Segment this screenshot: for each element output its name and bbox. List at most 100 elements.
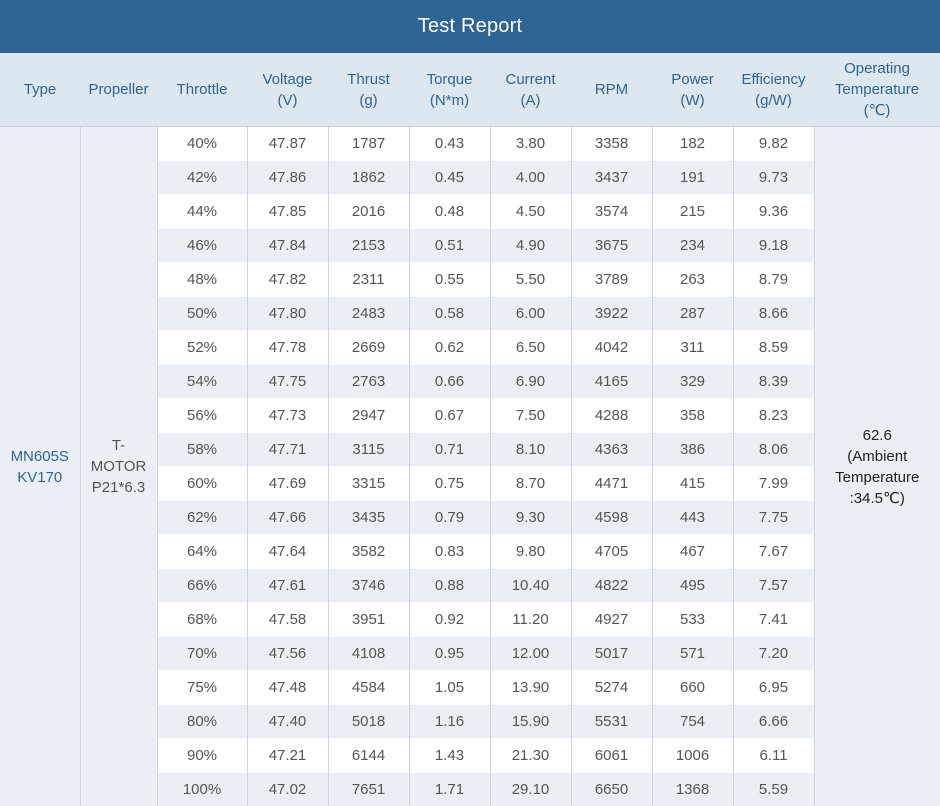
header-power-label: Power xyxy=(654,69,731,90)
efficiency-cell: 6.11 xyxy=(733,739,814,773)
power-cell: 191 xyxy=(652,161,733,195)
rpm-cell: 4598 xyxy=(571,501,652,535)
rpm-cell: 5531 xyxy=(571,705,652,739)
header-throttle: Throttle xyxy=(157,53,247,127)
current-cell: 12.00 xyxy=(490,637,571,671)
header-op-temp-unit: (℃) xyxy=(816,100,938,121)
efficiency-cell: 8.66 xyxy=(733,297,814,331)
rpm-cell: 3574 xyxy=(571,195,652,229)
power-cell: 234 xyxy=(652,229,733,263)
propeller-value-line: T- xyxy=(81,435,157,456)
current-cell: 6.00 xyxy=(490,297,571,331)
torque-cell: 0.95 xyxy=(409,637,490,671)
torque-cell: 0.43 xyxy=(409,127,490,161)
efficiency-cell: 7.75 xyxy=(733,501,814,535)
rpm-cell: 3922 xyxy=(571,297,652,331)
rpm-cell: 5017 xyxy=(571,637,652,671)
current-cell: 10.40 xyxy=(490,569,571,603)
header-type: Type xyxy=(0,53,80,127)
efficiency-cell: 9.82 xyxy=(733,127,814,161)
temperature-value-line: :34.5℃) xyxy=(815,488,940,509)
power-cell: 1006 xyxy=(652,739,733,773)
efficiency-cell: 9.73 xyxy=(733,161,814,195)
voltage-cell: 47.80 xyxy=(247,297,328,331)
rpm-cell: 4705 xyxy=(571,535,652,569)
propeller-value-line: MOTOR xyxy=(81,456,157,477)
current-cell: 6.50 xyxy=(490,331,571,365)
rpm-cell: 5274 xyxy=(571,671,652,705)
rpm-cell: 4042 xyxy=(571,331,652,365)
header-thrust-label: Thrust xyxy=(330,69,407,90)
thrust-cell: 2311 xyxy=(328,263,409,297)
rpm-cell: 3437 xyxy=(571,161,652,195)
current-cell: 4.50 xyxy=(490,195,571,229)
throttle-cell: 62% xyxy=(157,501,247,535)
thrust-cell: 5018 xyxy=(328,705,409,739)
header-efficiency-label: Efficiency xyxy=(735,69,812,90)
header-thrust-unit: (g) xyxy=(330,90,407,111)
torque-cell: 0.48 xyxy=(409,195,490,229)
header-op-temp-line1: Operating xyxy=(816,58,938,79)
header-voltage-label: Voltage xyxy=(249,69,326,90)
torque-cell: 0.92 xyxy=(409,603,490,637)
thrust-cell: 4584 xyxy=(328,671,409,705)
voltage-cell: 47.73 xyxy=(247,399,328,433)
throttle-cell: 60% xyxy=(157,467,247,501)
throttle-cell: 75% xyxy=(157,671,247,705)
throttle-cell: 58% xyxy=(157,433,247,467)
header-power: Power (W) xyxy=(652,53,733,127)
rpm-cell: 6650 xyxy=(571,773,652,806)
torque-cell: 1.71 xyxy=(409,773,490,806)
voltage-cell: 47.61 xyxy=(247,569,328,603)
torque-cell: 0.51 xyxy=(409,229,490,263)
header-efficiency: Efficiency (g/W) xyxy=(733,53,814,127)
voltage-cell: 47.75 xyxy=(247,365,328,399)
thrust-cell: 4108 xyxy=(328,637,409,671)
voltage-cell: 47.85 xyxy=(247,195,328,229)
torque-cell: 0.67 xyxy=(409,399,490,433)
thrust-cell: 1862 xyxy=(328,161,409,195)
voltage-cell: 47.86 xyxy=(247,161,328,195)
torque-cell: 1.05 xyxy=(409,671,490,705)
power-cell: 660 xyxy=(652,671,733,705)
header-efficiency-unit: (g/W) xyxy=(735,90,812,111)
power-cell: 1368 xyxy=(652,773,733,806)
current-cell: 13.90 xyxy=(490,671,571,705)
efficiency-cell: 5.59 xyxy=(733,773,814,806)
throttle-cell: 50% xyxy=(157,297,247,331)
header-operating-temperature: Operating Temperature (℃) xyxy=(814,53,940,127)
thrust-cell: 3746 xyxy=(328,569,409,603)
throttle-cell: 100% xyxy=(157,773,247,806)
throttle-cell: 52% xyxy=(157,331,247,365)
temperature-value-line: (Ambient xyxy=(815,446,940,467)
throttle-cell: 90% xyxy=(157,739,247,773)
torque-cell: 0.71 xyxy=(409,433,490,467)
throttle-cell: 64% xyxy=(157,535,247,569)
voltage-cell: 47.82 xyxy=(247,263,328,297)
power-cell: 443 xyxy=(652,501,733,535)
thrust-cell: 2153 xyxy=(328,229,409,263)
current-cell: 5.50 xyxy=(490,263,571,297)
efficiency-cell: 9.36 xyxy=(733,195,814,229)
header-rpm: RPM xyxy=(571,53,652,127)
current-cell: 9.30 xyxy=(490,501,571,535)
torque-cell: 0.79 xyxy=(409,501,490,535)
torque-cell: 0.75 xyxy=(409,467,490,501)
torque-cell: 0.66 xyxy=(409,365,490,399)
propeller-value-line: P21*6.3 xyxy=(81,477,157,498)
efficiency-cell: 8.06 xyxy=(733,433,814,467)
throttle-cell: 42% xyxy=(157,161,247,195)
throttle-cell: 56% xyxy=(157,399,247,433)
efficiency-cell: 9.18 xyxy=(733,229,814,263)
voltage-cell: 47.71 xyxy=(247,433,328,467)
power-cell: 571 xyxy=(652,637,733,671)
efficiency-cell: 6.95 xyxy=(733,671,814,705)
power-cell: 495 xyxy=(652,569,733,603)
header-voltage-unit: (V) xyxy=(249,90,326,111)
power-cell: 467 xyxy=(652,535,733,569)
